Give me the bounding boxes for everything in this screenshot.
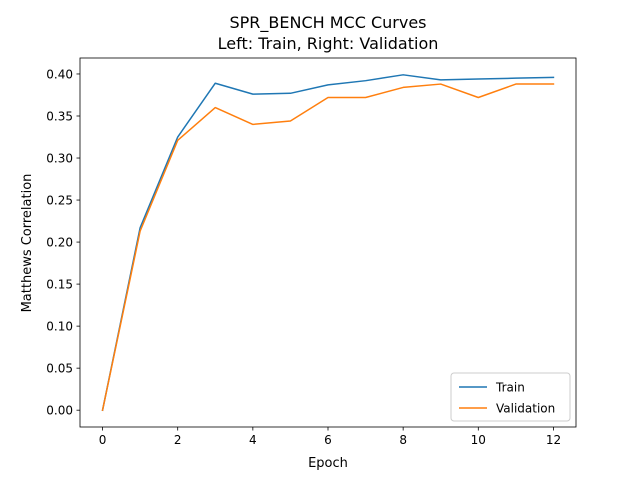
chart-subtitle: Left: Train, Right: Validation	[218, 34, 439, 53]
y-tick-label: 0.10	[46, 320, 73, 334]
legend-label-train: Train	[495, 381, 525, 395]
legend: Train Validation	[450, 372, 571, 422]
chart-title: SPR_BENCH MCC Curves	[229, 13, 426, 33]
plot-area: 0 2 4 6 8 10 12 0.00 0.05 0.10 0.15 0.20 0.25 0.30 0.3…	[46, 57, 577, 447]
y-axis-label: Matthews Correlation	[20, 174, 35, 313]
y-tick-label: 0.30	[46, 152, 73, 166]
x-tick-label: 4	[249, 433, 257, 447]
series-line-validation	[101, 83, 555, 412]
y-tick-label: 0.00	[46, 404, 73, 418]
y-tick-label: 0.15	[46, 278, 73, 292]
x-tick-label: 8	[399, 433, 407, 447]
y-tick-label: 0.40	[46, 67, 73, 81]
x-axis-label: Epoch	[308, 456, 348, 471]
x-tick-label: 10	[471, 433, 486, 447]
series-line-train	[101, 74, 555, 412]
y-tick-label: 0.35	[46, 109, 73, 123]
x-tick-label: 12	[546, 433, 561, 447]
legend-label-validation: Validation	[496, 402, 555, 416]
x-tick-label: 2	[174, 433, 182, 447]
legend-box	[450, 372, 571, 422]
y-tick-label: 0.20	[46, 236, 73, 250]
y-tick-label: 0.25	[46, 194, 73, 208]
y-tick-label: 0.05	[46, 362, 73, 376]
x-tick-label: 0	[99, 433, 107, 447]
x-tick-label: 6	[324, 433, 332, 447]
